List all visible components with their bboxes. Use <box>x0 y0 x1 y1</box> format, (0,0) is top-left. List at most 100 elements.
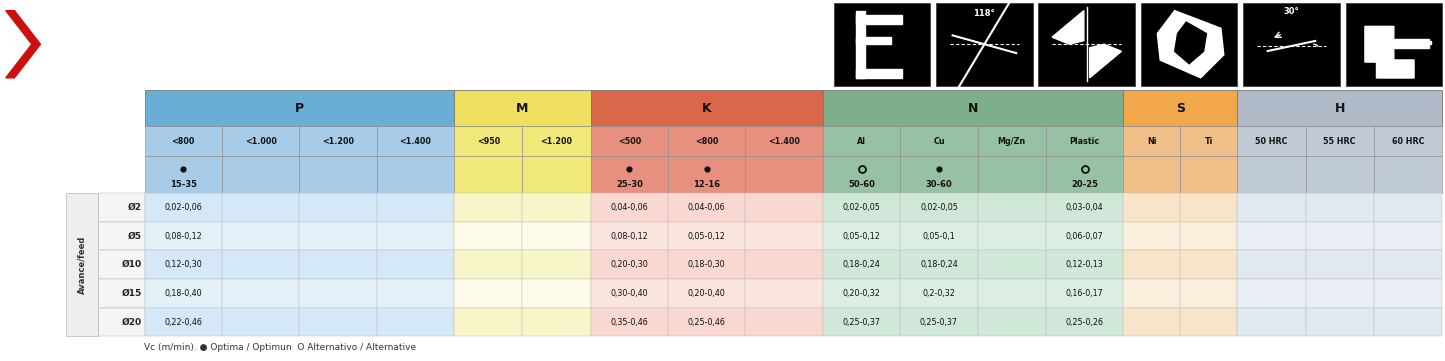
Text: <1.400: <1.400 <box>769 137 801 146</box>
Bar <box>299 279 377 308</box>
Bar <box>377 126 454 156</box>
Text: Cu: Cu <box>933 137 945 146</box>
Text: Mg/Zn: Mg/Zn <box>997 137 1026 146</box>
Bar <box>855 10 864 78</box>
Text: 118°: 118° <box>974 9 996 18</box>
Bar <box>746 222 822 250</box>
Bar <box>1123 250 1181 279</box>
Text: 50-60: 50-60 <box>848 180 876 189</box>
Bar <box>591 279 668 308</box>
Bar <box>746 193 822 222</box>
Bar <box>1237 156 1306 193</box>
Bar <box>978 193 1046 222</box>
Text: 0,02-0,05: 0,02-0,05 <box>842 203 880 212</box>
Bar <box>822 222 900 250</box>
Bar <box>377 308 454 336</box>
Text: 0,20-0,30: 0,20-0,30 <box>610 260 649 269</box>
Bar <box>1374 308 1442 336</box>
Bar <box>454 279 523 308</box>
Bar <box>1237 222 1306 250</box>
Text: Plastic: Plastic <box>1069 137 1100 146</box>
Bar <box>1046 308 1123 336</box>
Bar <box>591 156 668 193</box>
Bar <box>144 279 223 308</box>
Text: 0,35-0,46: 0,35-0,46 <box>610 318 649 327</box>
Bar <box>1237 279 1306 308</box>
Bar <box>1374 193 1442 222</box>
Text: 0,18-0,24: 0,18-0,24 <box>920 260 958 269</box>
Bar <box>855 69 902 78</box>
Bar <box>936 3 1033 86</box>
Bar <box>1181 308 1237 336</box>
Bar <box>377 250 454 279</box>
Text: 0,20-0,32: 0,20-0,32 <box>842 289 880 298</box>
Bar <box>1181 126 1237 156</box>
Bar <box>900 126 978 156</box>
Bar <box>223 193 299 222</box>
Text: 0,2-0,32: 0,2-0,32 <box>922 289 955 298</box>
Polygon shape <box>1157 10 1224 78</box>
Bar <box>822 250 900 279</box>
Bar <box>1306 222 1374 250</box>
Text: 0,05-0,1: 0,05-0,1 <box>922 231 955 240</box>
Bar <box>1374 156 1442 193</box>
Bar <box>978 126 1046 156</box>
Bar <box>98 279 144 308</box>
Text: M: M <box>516 102 529 115</box>
Text: 0,02-0,06: 0,02-0,06 <box>165 203 202 212</box>
Text: 0,06-0,07: 0,06-0,07 <box>1066 231 1104 240</box>
Bar <box>377 279 454 308</box>
Text: Ø20: Ø20 <box>121 318 142 327</box>
Bar <box>523 156 591 193</box>
Text: 0,03-0,04: 0,03-0,04 <box>1066 203 1104 212</box>
Bar <box>144 222 223 250</box>
Bar <box>1237 308 1306 336</box>
Bar <box>668 308 746 336</box>
Bar <box>523 126 591 156</box>
Bar <box>299 222 377 250</box>
Text: 0,12-0,13: 0,12-0,13 <box>1066 260 1104 269</box>
Bar <box>1140 3 1237 86</box>
Polygon shape <box>1175 22 1207 64</box>
Bar <box>1306 308 1374 336</box>
Bar <box>144 308 223 336</box>
Bar <box>668 250 746 279</box>
Bar <box>299 193 377 222</box>
Bar <box>299 250 377 279</box>
Bar <box>900 308 978 336</box>
Text: <800: <800 <box>695 137 718 146</box>
Bar <box>66 193 98 336</box>
Bar <box>1374 126 1442 156</box>
Text: 0,18-0,24: 0,18-0,24 <box>842 260 880 269</box>
Bar <box>978 279 1046 308</box>
Bar <box>746 279 822 308</box>
Text: <1.200: <1.200 <box>322 137 354 146</box>
Bar <box>1423 41 1432 44</box>
Bar <box>591 90 822 126</box>
Bar <box>1306 250 1374 279</box>
Bar <box>223 279 299 308</box>
Bar <box>1046 156 1123 193</box>
Bar <box>523 279 591 308</box>
Bar <box>1123 279 1181 308</box>
Bar <box>822 308 900 336</box>
Bar <box>454 126 523 156</box>
Bar <box>1123 126 1181 156</box>
Bar <box>454 156 523 193</box>
Bar <box>978 222 1046 250</box>
Bar <box>144 90 454 126</box>
Bar <box>299 156 377 193</box>
Bar <box>855 37 890 44</box>
Polygon shape <box>1052 10 1084 44</box>
Bar <box>98 308 144 336</box>
Bar <box>668 193 746 222</box>
Bar <box>377 193 454 222</box>
Bar <box>1306 126 1374 156</box>
Bar <box>746 308 822 336</box>
Text: Ø10: Ø10 <box>121 260 142 269</box>
Bar <box>223 250 299 279</box>
Bar <box>900 279 978 308</box>
Bar <box>822 193 900 222</box>
Bar <box>746 126 822 156</box>
Bar <box>1237 126 1306 156</box>
